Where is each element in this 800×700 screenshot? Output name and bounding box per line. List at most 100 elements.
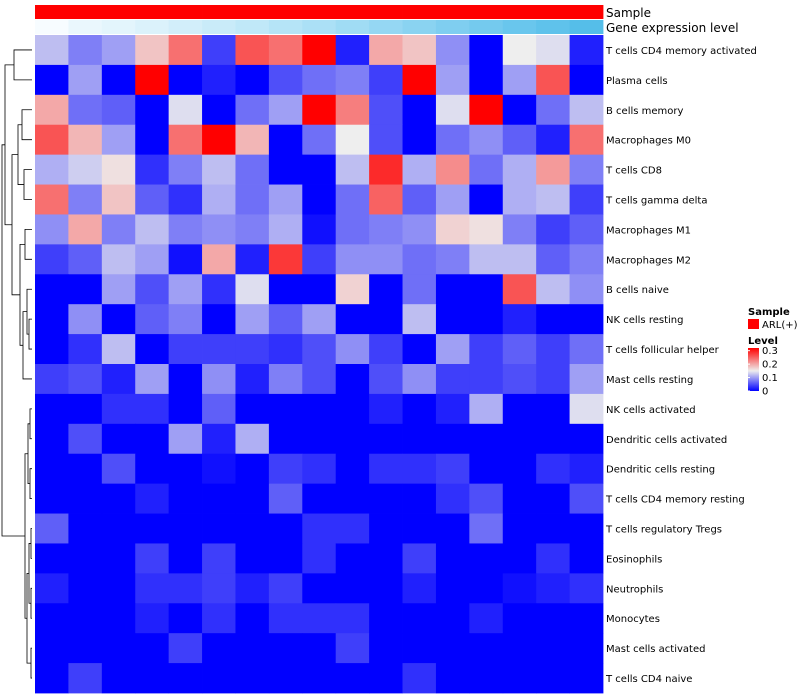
row-label: Macrophages M2 — [606, 255, 691, 266]
heatmap-cell — [369, 573, 403, 604]
heatmap-cell — [35, 124, 69, 156]
heatmap-cell — [202, 543, 236, 574]
heatmap-cell — [469, 124, 504, 156]
heatmap-cell — [502, 334, 537, 365]
heatmap-cell — [202, 663, 236, 694]
heatmap-cell — [536, 483, 570, 514]
annotation-cell — [68, 5, 103, 19]
heatmap-cell — [302, 603, 337, 634]
heatmap-cell — [135, 244, 170, 275]
heatmap-cell — [335, 154, 370, 185]
heatmap-cell — [101, 393, 136, 425]
annotation-cell — [202, 5, 236, 19]
heatmap-cell — [302, 513, 337, 544]
heatmap-cell — [536, 543, 570, 574]
heatmap-cell — [268, 393, 303, 425]
heatmap-cell — [435, 603, 470, 634]
heatmap-cell — [502, 633, 537, 664]
heatmap-cell — [101, 304, 136, 335]
heatmap-cell — [469, 663, 504, 694]
heatmap-cell — [135, 513, 170, 544]
heatmap-cell — [135, 334, 170, 365]
heatmap-cell — [402, 453, 437, 485]
heatmap-cell — [335, 543, 370, 574]
heatmap-cell — [235, 364, 270, 395]
heatmap-cell — [168, 603, 203, 634]
heatmap-cell — [168, 633, 203, 664]
dendrogram-branch — [30, 587, 32, 619]
heatmap-cell — [35, 64, 69, 96]
row-label: Monocytes — [606, 614, 660, 625]
heatmap-cell — [536, 35, 570, 66]
row-label: T cells gamma delta — [605, 196, 707, 207]
annotation-cell — [469, 20, 504, 34]
heatmap-cell — [68, 364, 103, 395]
heatmap-cell — [369, 393, 403, 425]
heatmap-cell — [435, 214, 470, 245]
heatmap-cell — [435, 184, 470, 215]
heatmap-cell — [35, 364, 69, 395]
heatmap-cell — [536, 124, 570, 156]
heatmap-cell — [101, 94, 136, 126]
heatmap-cell — [536, 184, 570, 215]
heatmap-cell — [335, 633, 370, 664]
heatmap-cell — [435, 483, 470, 514]
heatmap-cell — [101, 453, 136, 485]
annotation-cell — [168, 20, 203, 34]
heatmap-cell — [235, 334, 270, 365]
heatmap-cell — [202, 244, 236, 275]
annotation-cell — [435, 5, 470, 19]
heatmap-cell — [168, 154, 203, 185]
heatmap-cell — [569, 573, 604, 604]
annotation-cell — [502, 5, 537, 19]
heatmap-cell — [101, 35, 136, 66]
heatmap-cell — [536, 94, 570, 126]
heatmap-cell — [536, 214, 570, 245]
heatmap-cell — [235, 214, 270, 245]
row-label: T cells CD4 memory resting — [605, 495, 745, 506]
heatmap-cell — [302, 453, 337, 485]
annotation-cell — [469, 5, 504, 19]
heatmap-cell — [502, 603, 537, 634]
heatmap-cell — [302, 663, 337, 694]
heatmap-cell — [168, 244, 203, 275]
heatmap-cell — [35, 483, 69, 514]
heatmap-cell — [402, 513, 437, 544]
heatmap-cell — [502, 244, 537, 275]
row-label: Mast cells activated — [606, 644, 705, 655]
heatmap-cell — [435, 513, 470, 544]
heatmap-cell — [435, 35, 470, 66]
heatmap-cell — [502, 35, 537, 66]
annotation-cell — [536, 20, 570, 34]
heatmap-cell — [536, 334, 570, 365]
row-label: T cells regulatory Tregs — [605, 525, 722, 536]
heatmap-cell — [335, 184, 370, 215]
heatmap-cell — [402, 124, 437, 156]
annotation-cell — [302, 5, 337, 19]
annotation-cell — [536, 5, 570, 19]
heatmap-cell — [402, 603, 437, 634]
heatmap-cell — [101, 274, 136, 305]
heatmap-cell — [536, 154, 570, 185]
annotation-label: Sample — [606, 6, 651, 20]
heatmap-cell — [168, 124, 203, 156]
heatmap-cell — [536, 393, 570, 425]
heatmap-cell — [101, 423, 136, 455]
heatmap-cell — [469, 334, 504, 365]
heatmap-cell — [369, 543, 403, 574]
heatmap-cell — [268, 124, 303, 156]
heatmap-cell — [469, 304, 504, 335]
dendrogram-branch — [29, 468, 32, 499]
heatmap-cell — [402, 633, 437, 664]
heatmap-cell — [435, 393, 470, 425]
heatmap-cell — [335, 334, 370, 365]
heatmap-cell — [268, 214, 303, 245]
heatmap-cell — [369, 304, 403, 335]
heatmap-cell — [335, 393, 370, 425]
heatmap-cell — [68, 124, 103, 156]
heatmap-cell — [101, 214, 136, 245]
heatmap-cell — [469, 244, 504, 275]
heatmap-cell — [469, 603, 504, 634]
heatmap-cell — [235, 274, 270, 305]
heatmap-cell — [536, 453, 570, 485]
